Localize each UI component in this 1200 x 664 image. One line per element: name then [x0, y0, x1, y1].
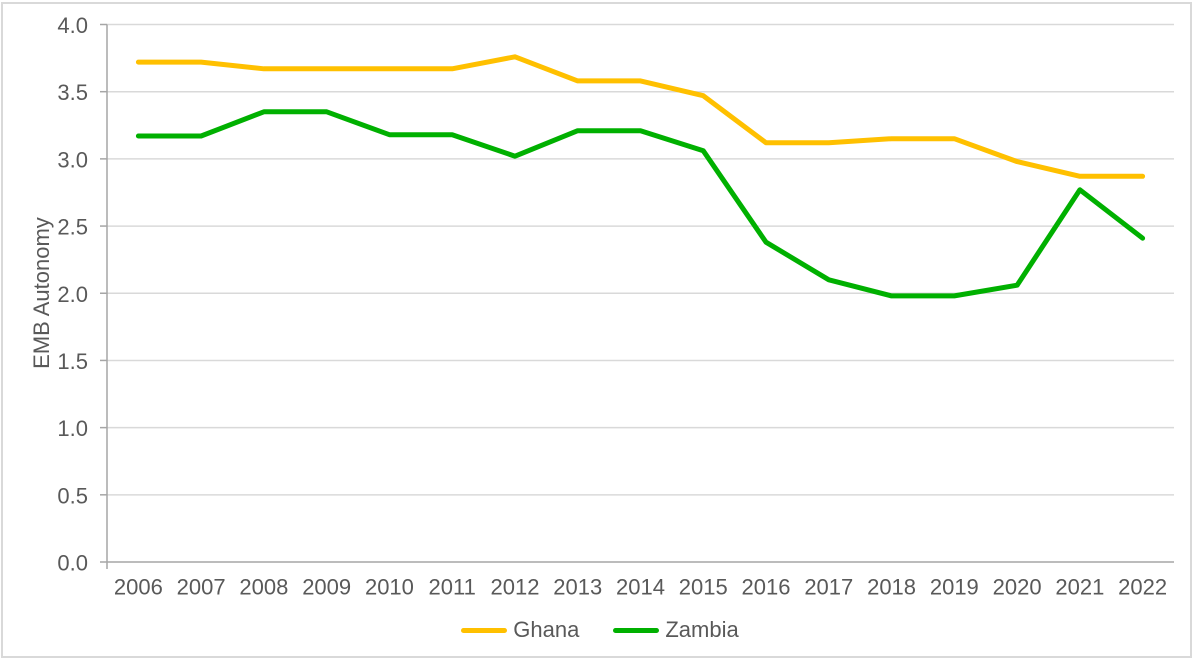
ghana-legend-label: Ghana	[513, 617, 580, 642]
y-axis-tick-label: 0.0	[57, 551, 88, 576]
x-axis-tick-label: 2009	[302, 575, 351, 600]
y-axis-tick-label: 0.5	[57, 483, 88, 508]
x-axis-tick-label: 2018	[867, 575, 916, 600]
zambia-line-series	[135, 109, 1146, 299]
y-axis-tick-label: 4.0	[57, 13, 88, 38]
x-axis-tick-label: 2011	[429, 575, 476, 600]
x-axis-tick-label: 2006	[114, 575, 163, 600]
zambia-legend-label: Zambia	[665, 617, 739, 642]
y-axis-tick-label: 1.0	[57, 416, 88, 441]
legend: Ghana Zambia	[0, 617, 1200, 643]
x-axis-tick-label: 2012	[490, 575, 539, 600]
x-axis-tick-label: 2020	[993, 575, 1042, 600]
x-axis-tick-label: 2007	[177, 575, 226, 600]
y-axis-tick-label: 2.0	[57, 282, 88, 307]
x-axis-tick-label: 2021	[1055, 575, 1104, 600]
x-axis-tick-label: 2019	[930, 575, 979, 600]
y-axis-tick-label: 2.5	[57, 215, 88, 240]
x-axis-tick-label: 2015	[679, 575, 728, 600]
zambia-legend-swatch-icon	[613, 627, 660, 633]
x-axis-tick-label: 2008	[239, 575, 288, 600]
x-axis-tick-label: 2017	[804, 575, 853, 600]
ghana-legend-swatch-icon	[461, 627, 508, 633]
x-axis-tick-label: 2022	[1118, 575, 1167, 600]
y-axis-tick-label: 3.5	[57, 80, 88, 105]
legend-item-ghana: Ghana	[461, 617, 579, 643]
x-axis-tick-label: 2010	[365, 575, 414, 600]
legend-item-zambia: Zambia	[613, 617, 739, 643]
y-axis-title: EMB Autonomy	[29, 217, 54, 369]
y-axis-tick-label: 1.5	[57, 349, 88, 374]
x-axis-tick-label: 2013	[553, 575, 602, 600]
y-axis-tick-label: 3.0	[57, 147, 88, 172]
ghana-line-series	[135, 54, 1146, 179]
x-axis-tick-label: 2014	[616, 575, 665, 600]
x-axis-tick-label: 2016	[742, 575, 791, 600]
